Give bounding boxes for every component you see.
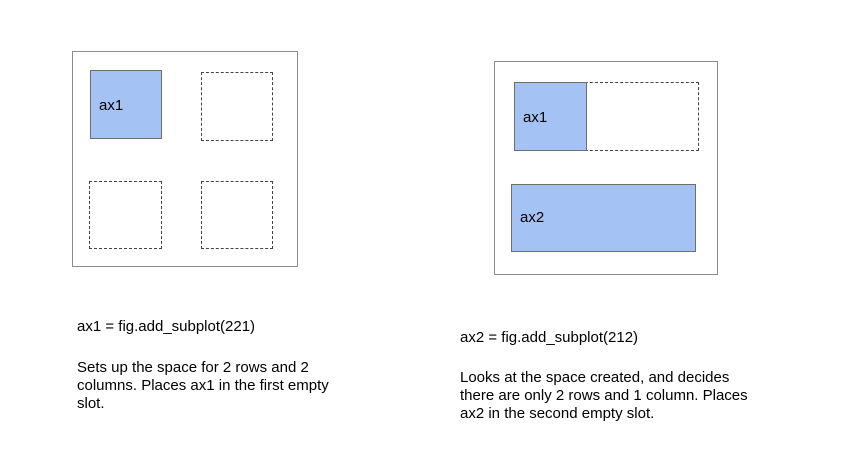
code-add-subplot-221: ax1 = fig.add_subplot(221) bbox=[77, 318, 256, 335]
ax1-label-right: ax1 bbox=[523, 109, 548, 126]
ax1-axes-left: ax1 bbox=[90, 70, 162, 139]
ax2-axes: ax2 bbox=[511, 184, 696, 252]
empty-slot-bottom-right bbox=[201, 181, 273, 249]
code-add-subplot-212: ax2 = fig.add_subplot(212) bbox=[460, 329, 639, 346]
figure-frame-left: ax1 bbox=[72, 51, 298, 267]
empty-slot-bottom-left bbox=[89, 181, 162, 249]
ax2-label: ax2 bbox=[520, 209, 545, 226]
description-left: Sets up the space for 2 rows and 2 colum… bbox=[77, 359, 329, 412]
figure-frame-right: ax1 ax2 bbox=[494, 61, 718, 275]
description-right: Looks at the space created, and decides … bbox=[460, 369, 748, 422]
ax1-label-left: ax1 bbox=[99, 97, 124, 114]
empty-slot-top-right bbox=[201, 72, 273, 141]
ax1-axes-right: ax1 bbox=[514, 82, 587, 151]
